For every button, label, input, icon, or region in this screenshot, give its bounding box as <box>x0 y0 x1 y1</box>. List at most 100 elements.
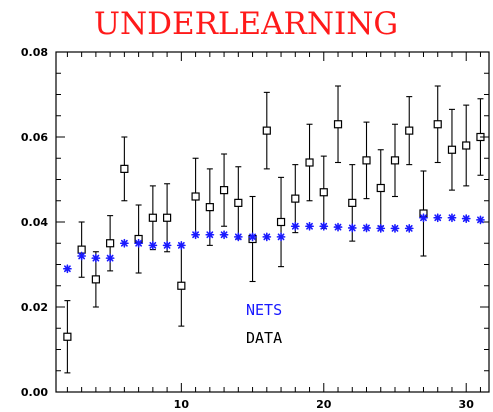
asterisk-stroke <box>391 224 399 232</box>
asterisk-stroke <box>64 265 71 273</box>
data-point <box>191 157 200 236</box>
data-point <box>476 98 485 176</box>
asterisk-stroke <box>434 214 442 222</box>
nets-point <box>219 230 229 240</box>
y-tick-label: 0.08 <box>21 46 48 59</box>
nets-point <box>276 232 286 242</box>
x-tick-label: 10 <box>174 398 190 411</box>
data-point <box>205 168 214 246</box>
data-point <box>376 149 385 227</box>
asterisk-stroke <box>348 224 356 232</box>
asterisk-stroke <box>249 233 256 241</box>
data-square-marker <box>476 132 485 142</box>
data-point <box>319 155 328 229</box>
asterisk-stroke <box>177 241 185 249</box>
data-square-marker <box>91 275 100 284</box>
nets-point <box>347 223 357 233</box>
asterisk-stroke <box>405 224 413 232</box>
asterisk-stroke <box>263 233 271 241</box>
asterisk-stroke <box>291 222 299 230</box>
asterisk-stroke <box>363 224 370 232</box>
nets-point <box>404 223 414 233</box>
data-square-marker <box>462 141 471 150</box>
data-square-marker <box>63 332 72 341</box>
asterisk-stroke <box>377 224 385 232</box>
axis-ticks <box>56 52 489 392</box>
asterisk-stroke <box>306 222 313 230</box>
legend-data-label: DATA <box>246 329 282 347</box>
data-square-marker <box>106 239 115 248</box>
asterisk-stroke <box>135 239 143 247</box>
y-tick-label: 0.06 <box>21 131 48 144</box>
data-point <box>106 215 115 272</box>
asterisk-stroke <box>106 254 114 262</box>
asterisk-stroke <box>334 223 342 231</box>
asterisk-stroke <box>462 215 470 222</box>
data-square-marker <box>177 281 186 290</box>
data-point <box>177 244 186 327</box>
data-point <box>234 166 243 240</box>
data-point <box>462 104 471 187</box>
x-tick-label: 30 <box>459 398 475 411</box>
data-square-marker <box>405 126 414 135</box>
axis-tick-labels: 10 20 30 0.00 0.02 0.04 0.06 0.08 <box>21 46 474 411</box>
legend-nets-label: NETS <box>246 301 282 319</box>
nets-point <box>134 238 144 248</box>
data-point <box>333 85 343 164</box>
data-square-marker <box>376 183 385 193</box>
data-point <box>262 91 271 170</box>
data-square-marker <box>447 145 457 154</box>
data-point <box>219 153 229 227</box>
nets-point <box>119 238 129 248</box>
nets-series <box>62 213 485 274</box>
nets-point <box>461 214 471 223</box>
nets-point <box>191 230 200 240</box>
data-square-marker <box>120 164 129 173</box>
data-square-marker <box>319 188 328 197</box>
nets-point <box>362 223 371 233</box>
chart-title: UNDERLEARNING <box>94 6 398 42</box>
data-square-marker <box>234 198 243 207</box>
data-point <box>248 195 257 283</box>
nets-point <box>476 215 485 225</box>
data-square-marker <box>348 198 357 207</box>
data-point <box>91 251 100 308</box>
data-square-marker <box>433 120 442 129</box>
nets-point <box>248 232 257 242</box>
y-tick-label: 0.00 <box>21 386 48 399</box>
data-square-marker <box>148 213 157 222</box>
x-tick-label: 20 <box>316 398 332 411</box>
nets-point <box>205 230 215 240</box>
data-point <box>390 123 400 198</box>
nets-point <box>305 221 314 231</box>
asterisk-stroke <box>234 233 242 241</box>
data-square-marker <box>191 192 200 201</box>
nets-point <box>62 264 72 274</box>
data-point <box>362 121 371 200</box>
data-point <box>305 123 314 202</box>
data-point <box>63 300 72 374</box>
asterisk-stroke <box>220 231 228 239</box>
nets-point <box>105 253 115 263</box>
y-tick-label: 0.04 <box>21 216 48 229</box>
data-point <box>120 136 129 202</box>
nets-point <box>162 240 172 250</box>
nets-point <box>77 251 87 261</box>
data-point <box>405 96 414 166</box>
data-point <box>447 108 457 191</box>
data-point <box>77 221 86 278</box>
asterisk-stroke <box>448 214 456 222</box>
data-square-marker <box>262 126 271 135</box>
data-square-marker <box>205 203 214 212</box>
data-square-marker <box>276 217 286 227</box>
asterisk-stroke <box>149 241 157 249</box>
nets-point <box>333 222 343 232</box>
nets-point <box>419 213 428 223</box>
nets-point <box>91 253 101 263</box>
nets-point <box>290 221 300 231</box>
asterisk-stroke <box>120 239 128 247</box>
nets-point <box>390 223 400 233</box>
asterisk-stroke <box>163 241 171 249</box>
data-point <box>148 185 157 251</box>
